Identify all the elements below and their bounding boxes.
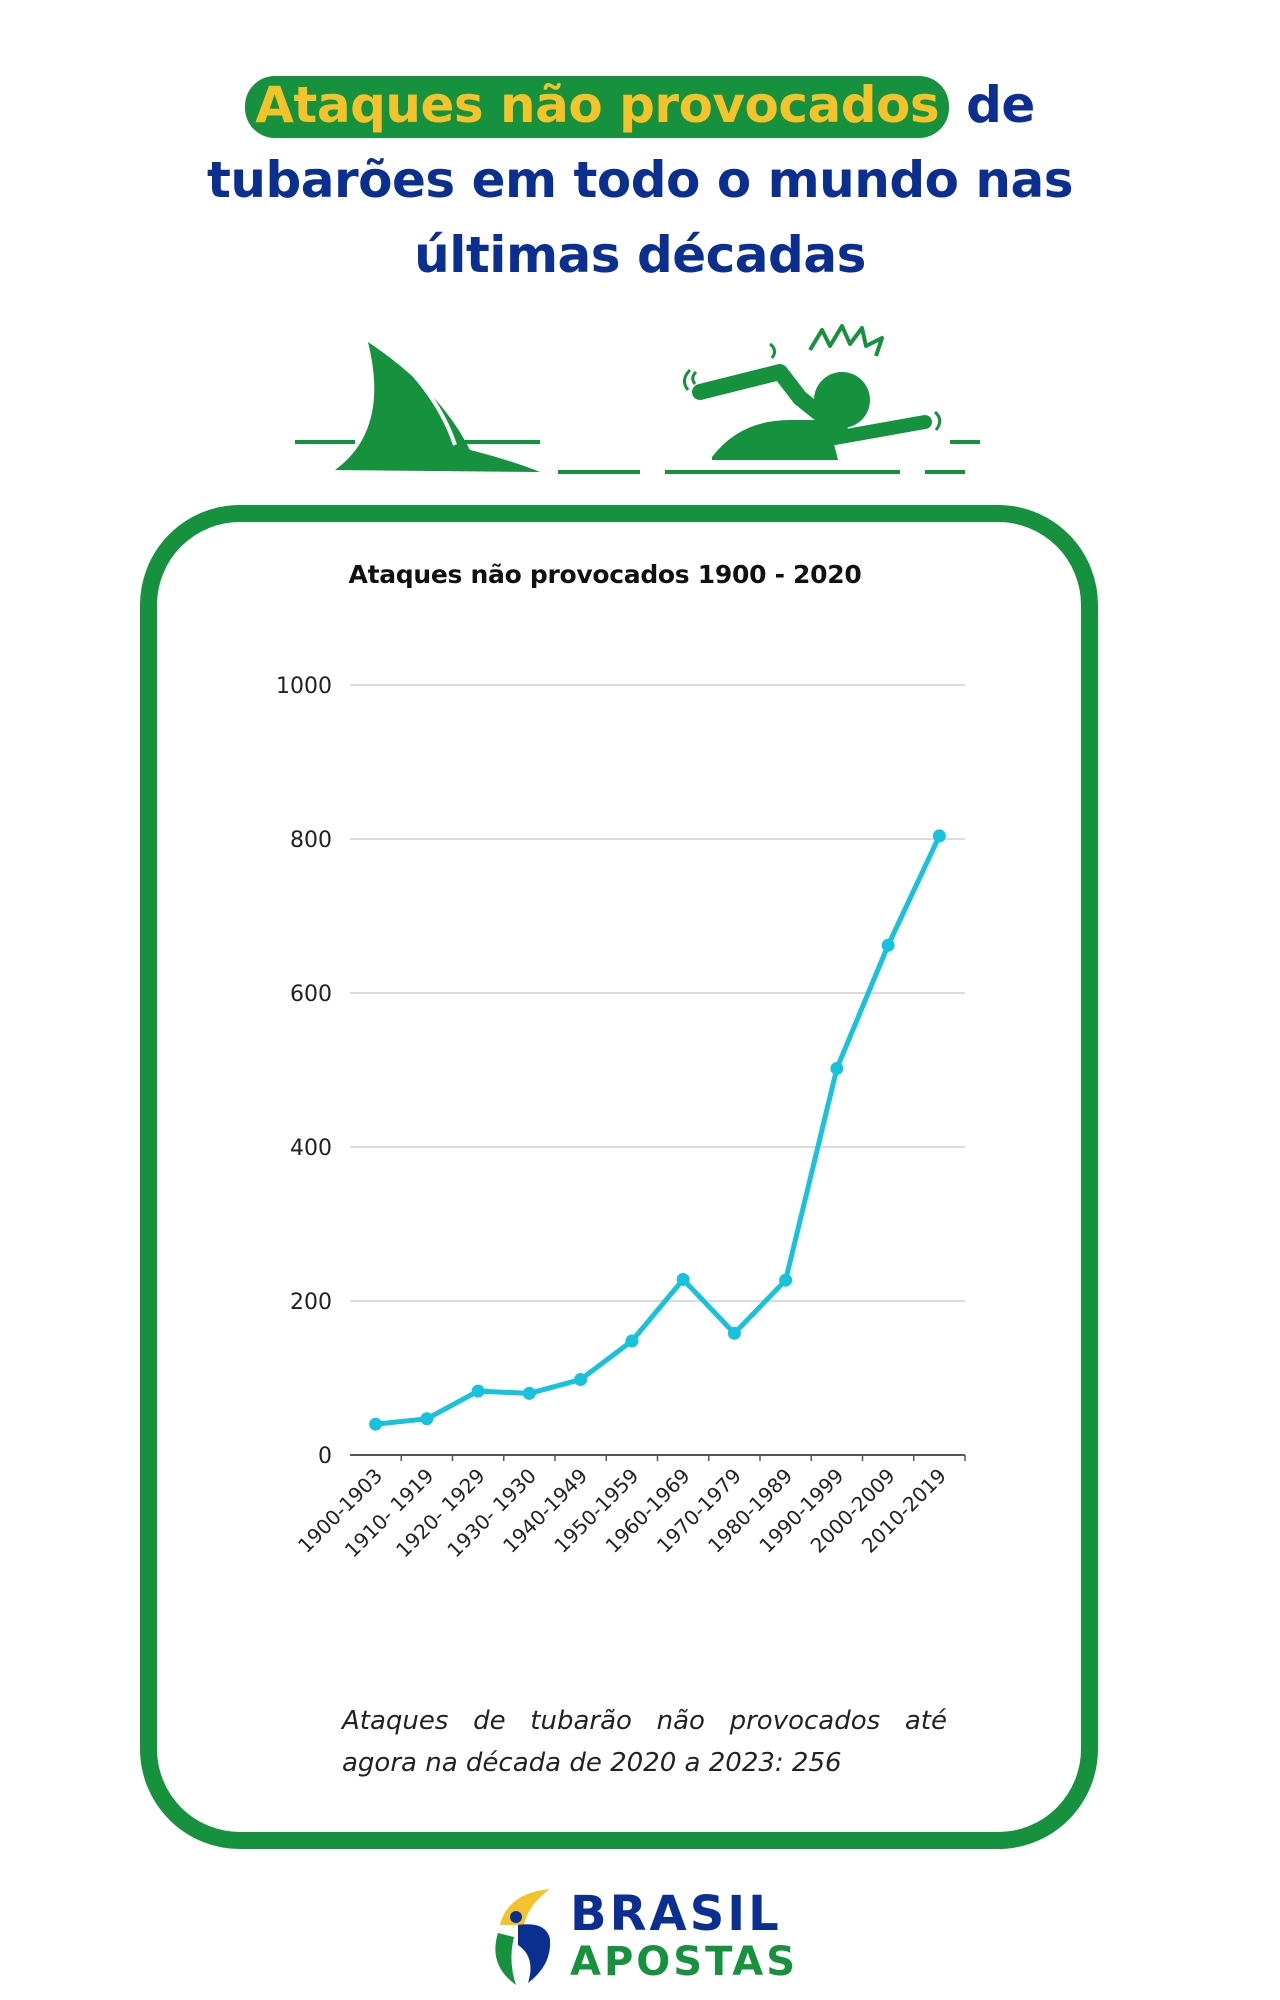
y-tick-label: 800 [290,828,332,853]
data-point [727,1326,741,1340]
footnote: Ataques de tubarão não provocados até ag… [342,1706,947,1778]
y-tick-label: 1000 [276,674,332,699]
brand-logo-icon [495,1889,551,1985]
illustration [295,324,980,474]
title-line-2: tubarões em todo o mundo nas [206,151,1074,209]
data-point [522,1386,536,1400]
brand-name-line-1: BRASIL [570,1886,782,1942]
brand-name-line-2: APOSTAS [570,1939,799,1985]
data-point [676,1272,690,1286]
water-lines-icon [295,440,980,474]
shark-fin-icon [335,342,540,472]
y-tick-label: 400 [290,1136,332,1161]
y-tick-label: 0 [318,1444,332,1469]
series-line [373,833,942,1427]
data-point [625,1334,639,1348]
data-point [369,1417,383,1431]
data-point [779,1273,793,1287]
y-tick-label: 600 [290,982,332,1007]
title-line-3: últimas décadas [414,226,866,284]
chart-title: Ataques não provocados 1900 - 2020 [348,560,862,589]
distressed-swimmer-icon [683,324,942,460]
data-point [420,1412,434,1426]
title-highlight: Ataques não provocados [245,76,950,138]
data-point [932,829,946,843]
page-title: Ataques não provocados de tubarões em to… [0,68,1280,293]
title-rest-1: de [949,76,1035,134]
data-point [471,1384,485,1398]
data-point [830,1061,844,1075]
y-tick-label: 200 [290,1290,332,1315]
data-point [881,938,895,952]
data-point [574,1373,588,1387]
chart-card [140,505,1098,1849]
